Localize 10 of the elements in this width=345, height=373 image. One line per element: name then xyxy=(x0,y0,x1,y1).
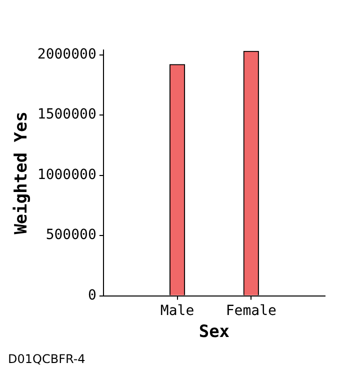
y-tick-label: 1000000 xyxy=(37,166,96,183)
y-tick-label: 500000 xyxy=(46,227,96,244)
y-tick-label: 2000000 xyxy=(37,46,96,62)
x-tick-label: Female xyxy=(226,302,276,319)
y-axis-title: Weighted Yes xyxy=(12,111,32,234)
y-tick-label: 1500000 xyxy=(37,106,96,123)
text: D01QCBFR-4 xyxy=(8,352,86,366)
x-tick-label: Male xyxy=(160,302,194,319)
x-axis-title: Sex xyxy=(198,322,230,342)
y-tick-label: 0 xyxy=(88,287,96,304)
